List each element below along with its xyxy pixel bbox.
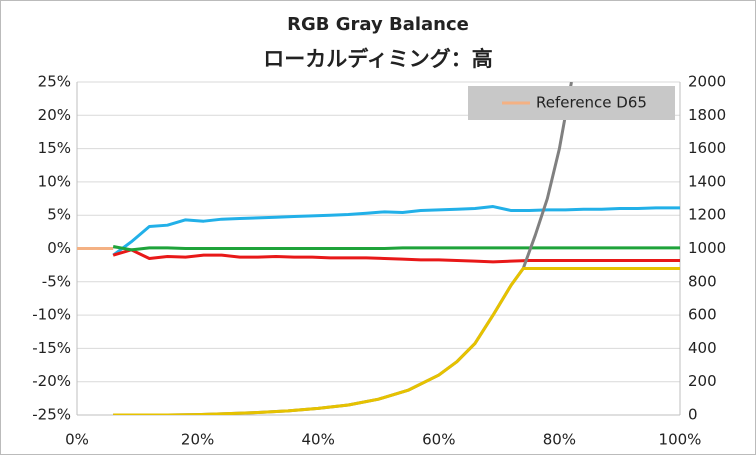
x-tick-label: 80%: [543, 431, 576, 449]
series-line: [112, 248, 680, 264]
y-tick-label: -5%: [42, 272, 71, 290]
series-line: [112, 205, 680, 257]
y2-tick-label: 800: [688, 272, 717, 290]
series-line: [112, 245, 680, 252]
legend-label: Reference D65: [536, 94, 647, 112]
y2-tick-label: 2000: [688, 73, 726, 91]
y-tick-label: 5%: [47, 206, 71, 224]
y-tick-label: -10%: [32, 306, 71, 324]
y-tick-label: 15%: [38, 139, 71, 157]
y-tick-label: -25%: [32, 406, 71, 424]
y2-tick-label: 1400: [688, 172, 726, 190]
y2-tick-label: 1600: [688, 139, 726, 157]
y-tick-label: -15%: [32, 339, 71, 357]
chart-title: RGB Gray Balance: [287, 14, 469, 35]
x-tick-label: 60%: [422, 431, 455, 449]
y-tick-label: 10%: [38, 172, 71, 190]
y-tick-label: 0%: [47, 239, 71, 257]
y2-tick-label: 1800: [688, 106, 726, 124]
x-tick-label: 0%: [65, 431, 89, 449]
y2-tick-label: 1200: [688, 206, 726, 224]
y2-tick-label: 400: [688, 339, 717, 357]
plot-area: [77, 82, 680, 415]
series-line: [113, 266, 680, 415]
x-tick-label: 20%: [181, 431, 214, 449]
y-tick-label: 25%: [38, 73, 71, 91]
y2-tick-label: 600: [688, 306, 717, 324]
chart-subtitle: ローカルディミング：高: [263, 47, 493, 71]
x-tick-label: 100%: [659, 431, 702, 449]
x-tick-label: 40%: [302, 431, 335, 449]
y2-tick-label: 1000: [688, 239, 726, 257]
y-tick-label: 20%: [38, 106, 71, 124]
y2-tick-label: 200: [688, 372, 717, 390]
y-tick-label: -20%: [32, 372, 71, 390]
y2-tick-label: 0: [688, 406, 698, 424]
